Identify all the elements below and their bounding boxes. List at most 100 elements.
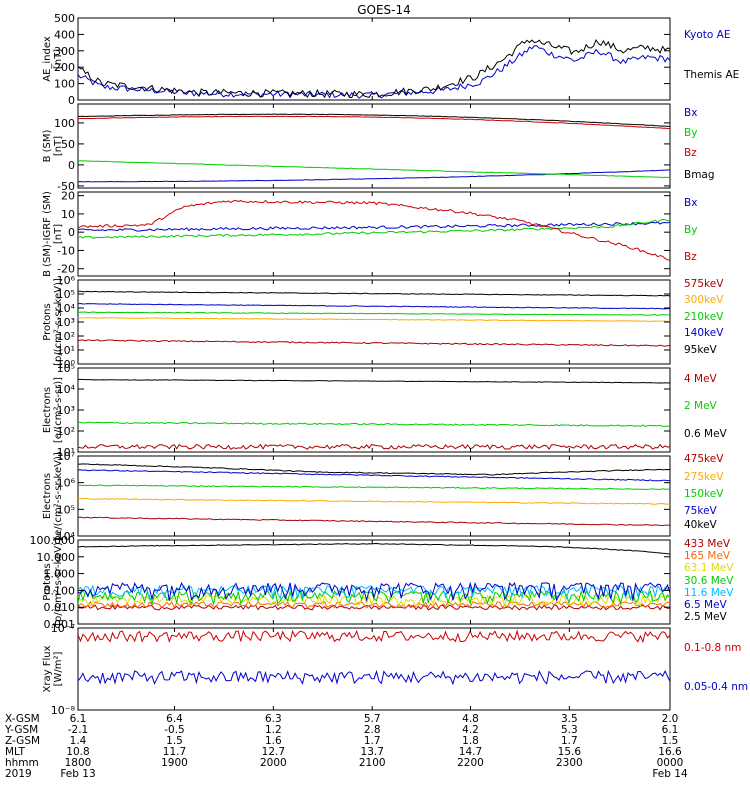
y-axis-label-line2: [e/(cm²-s-sr-keV)] [53, 452, 64, 540]
y-tick-label: 10² [57, 330, 75, 343]
y-axis-label: Protons[p/(cm²-s-sr-keV)] [42, 538, 64, 626]
series-line-275kev [78, 498, 670, 505]
y-axis-label-line2: [p/(cm²-s-sr-keV)] [53, 278, 64, 366]
legend-label: Bx [684, 197, 697, 209]
y-tick-label: 10⁶ [57, 477, 76, 490]
series-line-300kev [78, 317, 670, 322]
x-table-value: 2.8 [364, 724, 381, 736]
y-axis-label: B (SM)[nT] [42, 129, 64, 162]
x-year-label: 2019 [5, 768, 32, 780]
legend-label: 0.1-0.8 nm [684, 642, 741, 654]
legend-label: 433 MeV [684, 538, 731, 550]
y-axis-label-line1: Xray Flux [42, 645, 53, 692]
x-table-value: 1.2 [265, 724, 282, 736]
x-table-value: 12.7 [262, 746, 285, 758]
y-tick-label: 100.000 [30, 534, 76, 547]
y-axis-label-line1: Electrons [42, 473, 53, 519]
series-line-4-mev [78, 443, 670, 450]
x-table-value: 13.7 [361, 746, 384, 758]
x-table-value: 1900 [161, 757, 188, 769]
panel-frame [77, 191, 671, 277]
x-table-value: 5.7 [364, 713, 381, 725]
x-table-value: 11.7 [163, 746, 186, 758]
y-tick-label: 10⁵ [57, 288, 75, 301]
y-tick-label: 400 [54, 28, 75, 41]
legend-label: Bz [684, 251, 697, 263]
y-tick-label: 10⁶ [57, 274, 76, 287]
y-tick-label: 10⁵ [57, 362, 75, 375]
x-table-value: 5.3 [561, 724, 578, 736]
x-table-value: 1.7 [364, 735, 381, 747]
y-axis-label: Xray Flux[W/m²] [42, 645, 64, 692]
panel-frame [77, 627, 671, 711]
legend-label: 2 MeV [684, 400, 718, 412]
series-line-140kev [78, 302, 670, 310]
y-tick-label: 10³ [57, 404, 75, 417]
legend-label: By [684, 127, 697, 139]
panel-frame [77, 17, 671, 101]
x-table-value: 14.7 [459, 746, 482, 758]
series-line-40kev [78, 463, 670, 476]
x-table-value: 1.5 [662, 735, 679, 747]
x-end-date: Feb 14 [652, 768, 688, 780]
x-table-row-label: hhmm [5, 757, 39, 769]
series-line-by [78, 218, 670, 239]
y-tick-label: 10⁵ [57, 503, 75, 516]
legend-label: 95keV [684, 344, 718, 356]
y-tick-label: 100 [54, 117, 75, 130]
y-axis-label-line1: B (SM)-IGRF (SM) [42, 191, 53, 277]
y-tick-label: 0 [68, 226, 75, 239]
x-table-value: 4.8 [462, 713, 479, 725]
panel-frame [77, 103, 671, 189]
y-axis-label: Protons[p/(cm²-s-sr-keV)] [42, 278, 64, 366]
x-table-value: 1.4 [70, 735, 87, 747]
series-line-0-1-0-8-nm [78, 629, 670, 644]
series-line-themis-ae [78, 38, 670, 99]
y-axis-label-line1: B (SM) [42, 129, 53, 162]
x-table-value: 1.6 [265, 735, 282, 747]
series-line-11-6-mev [78, 584, 670, 600]
y-tick-label: 10⁴ [57, 302, 76, 315]
panel-4: 10⁰10¹10²10³10⁴10⁵10⁶Protons[p/(cm²-s-sr… [42, 274, 724, 371]
series-line-210kev [78, 311, 670, 316]
y-tick-label: 10⁰ [57, 358, 76, 371]
legend-label: Bx [684, 107, 697, 119]
legend-label: By [684, 224, 697, 236]
x-table-value: 4.2 [462, 724, 479, 736]
series-line-2-5-mev [78, 542, 670, 555]
y-axis-label-line2: [nT] [53, 224, 64, 244]
legend-label: 140keV [684, 327, 724, 339]
y-tick-label: 200 [54, 61, 75, 74]
x-table-value: 6.3 [265, 713, 282, 725]
x-table-value: -0.5 [164, 724, 185, 736]
series-line-bx [78, 221, 670, 232]
y-axis-label: B (SM)-IGRF (SM)[nT] [42, 191, 64, 277]
y-axis-label-line2: [p/(cm²-s-sr-keV)] [53, 538, 64, 626]
x-table-value: 2000 [260, 757, 287, 769]
y-tick-label: 10.000 [37, 551, 76, 564]
series-line-95kev [78, 290, 670, 297]
x-table-value: 1.7 [561, 735, 578, 747]
y-tick-label: 10 [61, 208, 75, 221]
panel-5: 10¹ 10² 10³ 10⁴ 10⁵ Electrons[e/(cm²-s-sr)] 4 … [42, 362, 728, 459]
legend-label: 63.1 MeV [684, 562, 734, 574]
series-line-bz [78, 199, 670, 261]
series-line-2-mev [78, 421, 670, 427]
y-axis-label: AE_index[nT] [42, 36, 64, 82]
y-tick-label: 300 [54, 45, 75, 58]
series-line-kyoto-ae [78, 45, 670, 99]
x-table-value: 6.4 [166, 713, 183, 725]
legend-label: 165 MeV [684, 550, 731, 562]
legend-label: 275keV [684, 471, 724, 483]
panel-frame [77, 539, 671, 625]
y-tick-label: 20 [61, 190, 75, 203]
legend-label: 575keV [684, 278, 724, 290]
x-table-value: 2100 [359, 757, 386, 769]
panel-frame [77, 455, 671, 537]
y-tick-label: 10⁻⁸ [51, 704, 76, 717]
series-line-bmag [78, 113, 670, 127]
series-line-bz [78, 115, 670, 129]
